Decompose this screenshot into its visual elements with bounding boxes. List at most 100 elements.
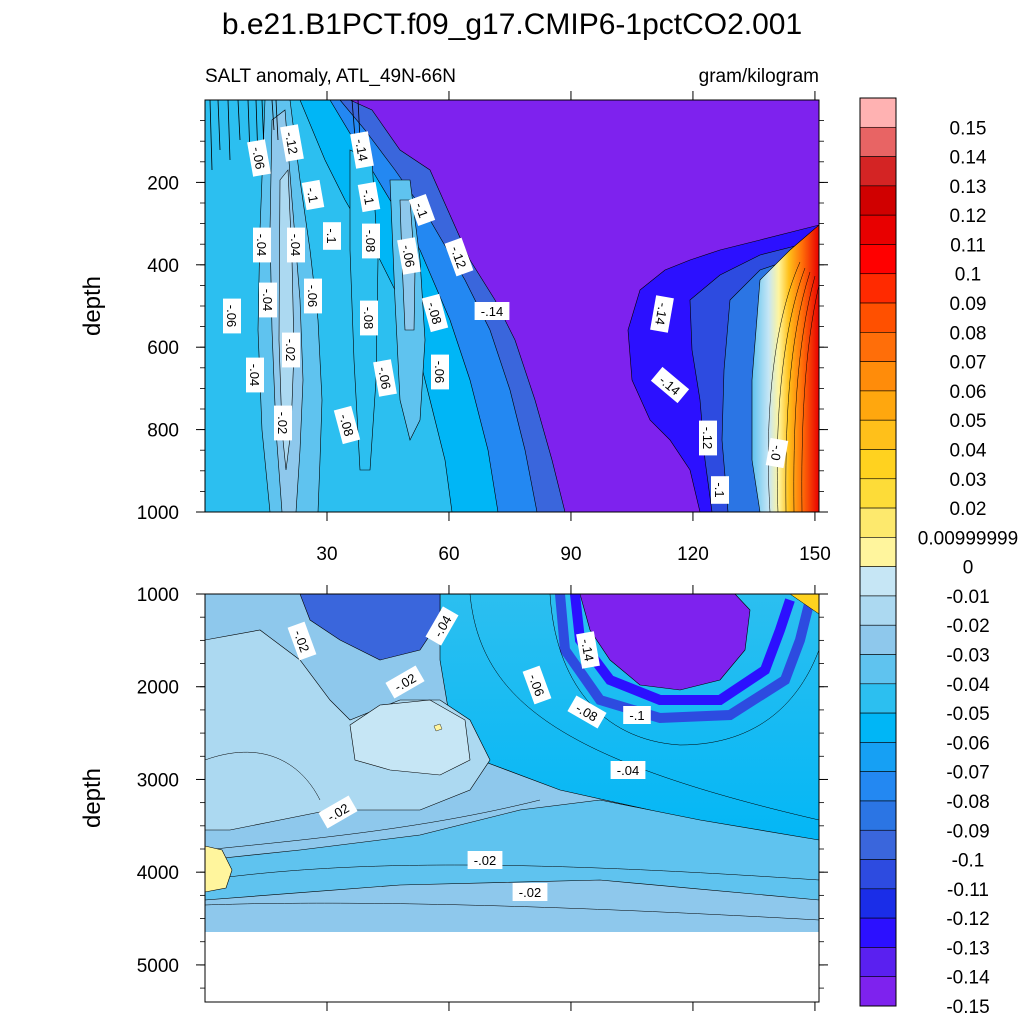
contour-label-7: -.04 — [287, 227, 305, 263]
contour-label-bg — [765, 437, 789, 469]
colorbar-swatch-neg07 — [859, 742, 897, 772]
colorbar-swatch-pos11 — [859, 214, 897, 245]
contour-label-bg — [623, 706, 651, 724]
contour-label-text: -.06 — [249, 146, 268, 171]
contour-label-text: -.14 — [652, 302, 671, 327]
colorbar-label-5: 0.1 — [955, 265, 981, 286]
contour-label-text: -.04 — [288, 234, 303, 256]
contour-label-text: -.04 — [254, 234, 269, 256]
colorbar-label-12: 0.03 — [950, 470, 987, 491]
contour-label-bg — [301, 179, 325, 211]
colorbar-label-13: 0.02 — [950, 499, 987, 520]
colorbar-label-29: -0.14 — [946, 968, 990, 989]
upper-surface-spikes — [209, 100, 361, 171]
contour-label-text: -.06 — [375, 366, 394, 391]
colorbar-label-6: 0.09 — [950, 294, 987, 315]
contour-label-text: -.04 — [260, 289, 275, 311]
contour-label-text: -.06 — [399, 244, 418, 269]
colorbar-label-14: 0.00999999 — [918, 528, 1018, 549]
contour-label-6: -.1 — [623, 706, 651, 724]
contour-label-bg — [444, 237, 474, 277]
contour-label-bg — [610, 761, 646, 779]
colorbar-label-11: 0.04 — [950, 440, 987, 461]
contour-label-text: -.08 — [361, 307, 376, 329]
contour-label-text: -.06 — [224, 305, 239, 327]
colorbar-swatch-pos00 — [859, 537, 897, 567]
contour-label-text: -.1 — [412, 200, 431, 219]
contour-label-4: -.1 — [357, 181, 381, 213]
colorbar-swatch-pos03 — [859, 449, 897, 480]
contour-label-bg — [223, 298, 241, 334]
y-tick-label-1: 400 — [147, 256, 179, 277]
colorbar-swatch-neg14 — [859, 947, 897, 978]
colorbar-swatch-neg09 — [859, 800, 897, 831]
lower-contours — [205, 594, 819, 921]
contour-label-bg — [576, 631, 600, 669]
colorbar-label-23: -0.08 — [946, 792, 989, 813]
contour-label-bg — [253, 227, 271, 263]
contour-label-22: -.06 — [431, 354, 449, 390]
colorbar-swatch-pos13 — [859, 156, 897, 187]
colorbar-swatch-pos10 — [859, 244, 897, 275]
contour-label-text: -.1 — [324, 228, 339, 243]
contour-label-text: -.06 — [432, 361, 447, 383]
contour-label-bg — [650, 295, 674, 333]
contour-label-0: -.02 — [287, 621, 317, 661]
contour-label-text: -.14 — [352, 138, 371, 163]
colorbar-swatch-neg01 — [859, 566, 897, 597]
contour-label-text: -.14 — [481, 304, 503, 319]
contour-label-text: -.14 — [578, 638, 597, 663]
contour-label-11: -.12 — [444, 237, 474, 277]
colorbar-swatch-pos06 — [859, 361, 897, 392]
upper-y-label: depth — [79, 276, 106, 336]
contour-label-bg — [357, 181, 381, 213]
contour-label-9: -.08 — [362, 223, 380, 259]
colorbar-label-24: -0.09 — [946, 821, 989, 842]
x-tick-label-0: 30 — [316, 544, 337, 565]
contour-label-28: -.0 — [765, 437, 789, 469]
contour-label-8: -.1 — [323, 222, 341, 250]
colorbar-label-16: -0.01 — [946, 587, 989, 608]
subtitle-right: gram/kilogram — [699, 66, 819, 87]
contour-label-bg — [282, 332, 300, 368]
upper-axes: 200 400 600 800 1000 30 60 90 120 150 — [137, 91, 831, 565]
colorbar-swatch-neg13 — [859, 917, 897, 948]
upper-panel: -.06-.12 -.14-.1 -.1-.1-.04 -.04 -.1 -.08-.06… — [79, 91, 831, 565]
colorbar-label-21: -0.06 — [946, 733, 989, 754]
contour-label-bg — [474, 302, 510, 320]
colorbar-swatch-pos14 — [859, 126, 897, 157]
colorbar-label-9: 0.06 — [950, 382, 987, 403]
lower-y-label: depth — [79, 768, 106, 828]
colorbar-label-30: -0.15 — [946, 997, 989, 1018]
x-tick-label-1: 60 — [438, 544, 459, 565]
colorbar-swatch-pos04 — [859, 419, 897, 450]
colorbar-label-0: 0.15 — [950, 118, 987, 139]
contour-label-12: -.06 — [223, 298, 241, 334]
contour-label-26: -.12 — [699, 420, 717, 456]
upper-right-contour-lines — [768, 261, 819, 512]
colorbar-label-20: -0.05 — [946, 704, 989, 725]
lower-axes: 1000 2000 3000 4000 5000 — [137, 585, 828, 1011]
contour-label-2: -.14 — [576, 631, 600, 669]
contour-label-18: -.14 — [650, 295, 674, 333]
contour-label-bg — [333, 405, 361, 445]
colorbar-label-1: 0.14 — [950, 148, 987, 169]
contour-label-bg — [274, 405, 292, 441]
contour-label-9: -.02 — [467, 851, 503, 869]
contour-label-3: -.1 — [301, 179, 325, 211]
contour-label-bg — [246, 357, 264, 393]
colorbar-swatch-neg15 — [859, 976, 897, 1007]
contour-label-20: -.04 — [246, 357, 264, 393]
colorbar-label-27: -0.12 — [946, 909, 989, 930]
lower-band-shallow-left — [205, 629, 491, 831]
y-tick-label-4: 5000 — [137, 956, 179, 977]
contour-label-bg — [287, 621, 317, 661]
contour-label-bg — [360, 300, 378, 336]
contour-label-bg — [350, 131, 374, 169]
colorbar-swatch-pos05 — [859, 390, 897, 421]
colorbar-swatch-pos01 — [859, 507, 897, 538]
contour-label-bg — [431, 354, 449, 390]
contour-label-19: -.02 — [282, 332, 300, 368]
contour-label-bg — [323, 222, 341, 250]
contour-label-16: -.08 — [421, 293, 449, 333]
